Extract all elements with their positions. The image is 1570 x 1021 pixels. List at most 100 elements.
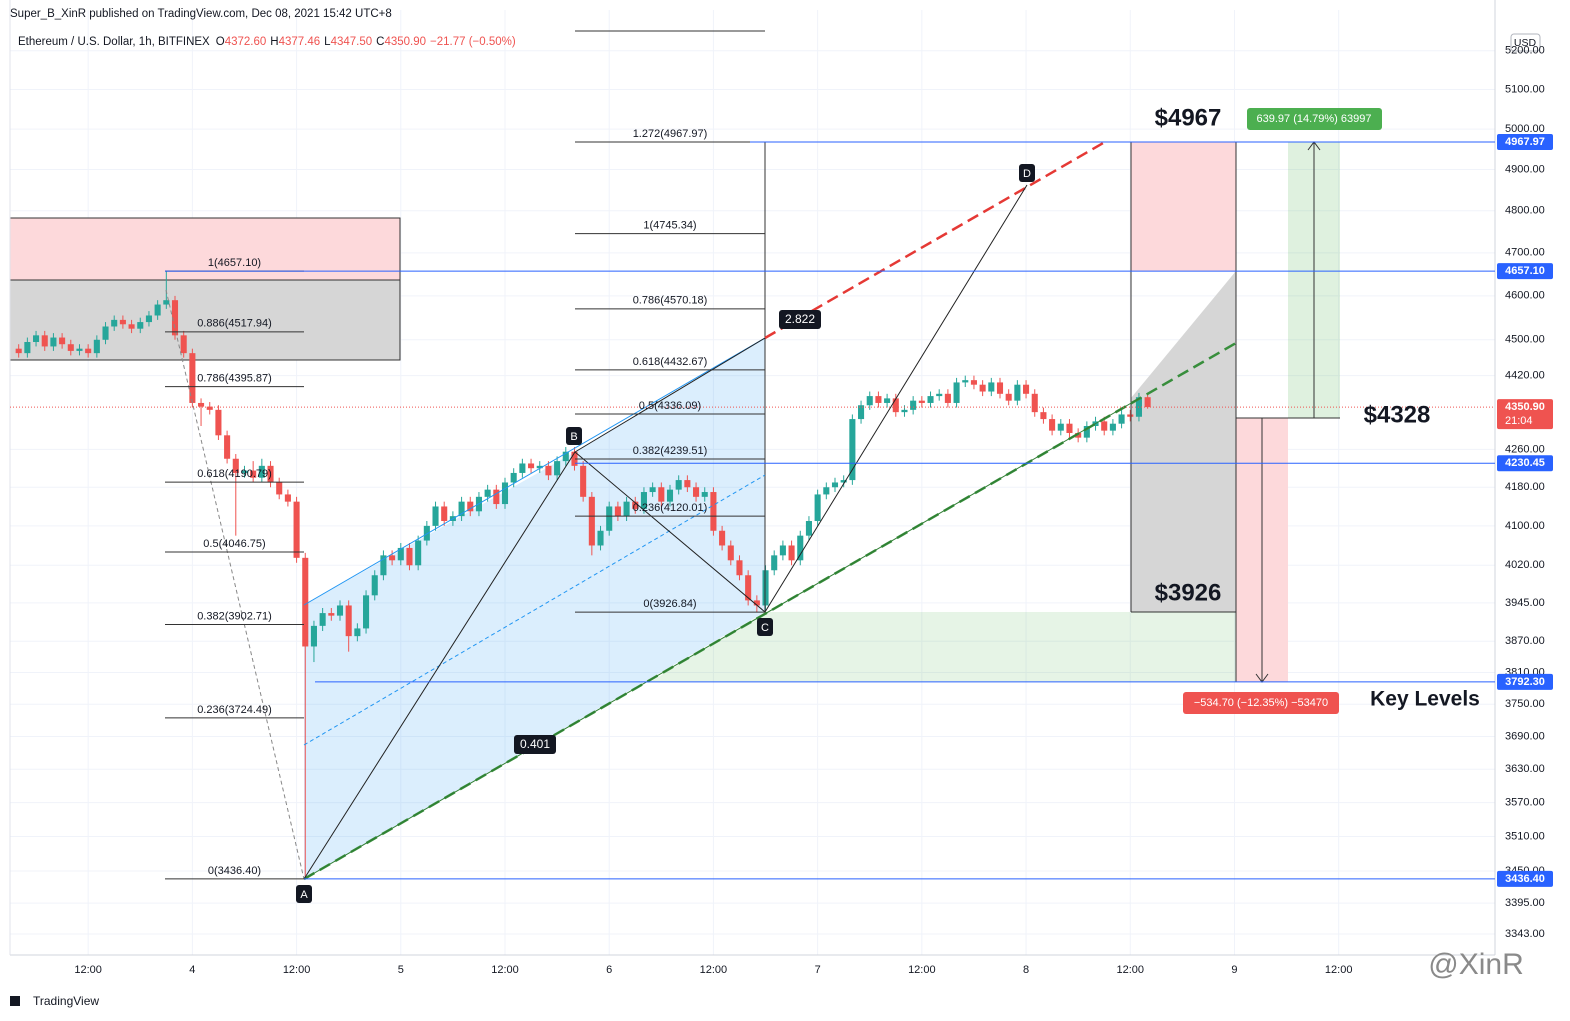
candle-body [858,405,865,420]
last-price-tag [1497,399,1553,430]
fib-label: 0.5(4046.75) [203,538,265,550]
x-tick-label: 5 [398,964,404,976]
candle-body [710,492,717,531]
price-tag [1497,673,1553,690]
measure-down-box [1183,692,1339,714]
candle-body [736,560,743,576]
y-tick-label: 5100.00 [1505,83,1545,95]
entry-zone [1131,271,1236,612]
ohlc-value: 4347.50 [331,36,373,48]
fib-label: 0.786(4395.87) [197,372,272,384]
candle-body [779,545,786,556]
candle-body [423,525,430,541]
currency: USD [1514,37,1537,49]
fib-label: 0.618(4190.79) [197,468,272,480]
y-tick-label: 5000.00 [1505,123,1545,135]
candle-body [996,382,1004,394]
y-tick-label: 3570.00 [1505,797,1545,809]
candle-body [15,348,22,354]
candle-body [892,398,899,413]
candle-body [1031,393,1038,413]
fib-label: 0.236(3724.49) [197,704,272,716]
candle-body [536,465,543,469]
candle-body [571,451,578,466]
candle-body [918,400,925,403]
fib-label: 0.786(4570.18) [633,295,708,307]
candle-body [823,487,830,495]
candle-body [831,482,839,488]
candle-body [458,501,465,517]
x-tick-label: 6 [606,964,612,976]
price-tag-label: 3792.30 [1505,676,1545,688]
supply-zone [9,217,401,281]
candle-body [441,506,448,522]
labels: 639.97 (14.79%) 63997 −534.70 (−12.35%) … [10,8,1553,1008]
x-tick-label: 12:00 [74,964,102,976]
point-box [757,618,773,636]
candle-body [701,492,708,497]
candle-body [406,547,413,566]
candle-body [771,555,778,571]
candle-body [1040,412,1047,420]
y-tick-label: 4900.00 [1505,163,1545,175]
candle-body [1014,384,1021,401]
candle-body [145,315,152,323]
point-box [296,885,312,903]
brand-logo [10,996,20,1006]
ratio-label: 2.822 [785,312,815,326]
fib-label: 0.5(4336.09) [639,400,701,412]
candle-body [866,396,873,406]
channel-mid [303,474,766,746]
candle-body [1118,414,1125,424]
candle-body [33,335,40,342]
candle-body [1127,414,1134,417]
price-tag-label: 4967.97 [1505,136,1545,148]
measure-up-box [1247,108,1382,130]
candle-body [640,492,647,509]
candle-body [50,337,57,347]
candle-body [293,501,300,558]
x-tick-label: 12:00 [491,964,519,976]
candle-body [805,521,812,536]
projection-line [764,140,1106,340]
fib-label: 1(4657.10) [208,257,261,269]
candle-body [1083,426,1090,438]
candle-body [875,396,882,403]
fib-label: 1(4745.34) [643,220,696,232]
ohlc-key: C [376,36,384,48]
candle-body [111,319,118,327]
ohlc-value: 4377.46 [279,36,321,48]
support-line-solid [303,397,1141,880]
candle-body [267,465,274,483]
candle-body [1049,419,1056,431]
candle-body [606,506,613,531]
candle-body [693,487,700,497]
candle-body [745,575,752,601]
candle-body [554,461,561,476]
candle-body [936,393,943,397]
candle-body [76,348,83,351]
candle-body [545,465,552,476]
fib-label: 0.382(3902.71) [197,610,272,622]
fib-label: 0.236(4120.01) [633,502,708,514]
watermark: @XinR [1428,948,1523,981]
publisher: Super_B_XinR published on TradingView.co… [10,8,392,20]
candle-body [93,339,100,354]
x-tick-label: 12:00 [1325,964,1353,976]
candle-body [762,570,769,606]
currency-box [1510,33,1541,52]
candle-body [1057,423,1064,431]
y-tick-label: 3343.00 [1505,928,1545,940]
ohlc-value: 4372.60 [225,36,267,48]
candle-body [1066,423,1073,433]
candle-body [944,393,951,403]
candle-body [519,463,526,473]
brand: TradingView [33,994,99,1008]
candle-body [371,575,378,596]
candle-body [675,480,682,490]
candle-body [1101,421,1108,431]
candle-body [354,628,361,637]
candle-body [797,535,804,561]
ohlc-key: H [270,36,278,48]
x-tick-label: 12:00 [1116,964,1144,976]
